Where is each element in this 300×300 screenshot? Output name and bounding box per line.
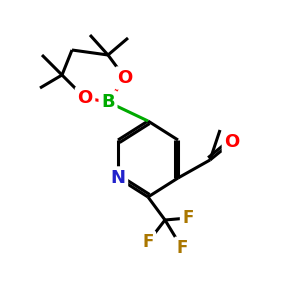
Text: N: N [110, 169, 125, 187]
Text: F: F [176, 239, 188, 257]
Text: O: O [117, 69, 133, 87]
Text: B: B [101, 93, 115, 111]
Text: F: F [142, 233, 154, 251]
Text: O: O [224, 133, 240, 151]
Text: F: F [182, 209, 194, 227]
Text: O: O [77, 89, 93, 107]
